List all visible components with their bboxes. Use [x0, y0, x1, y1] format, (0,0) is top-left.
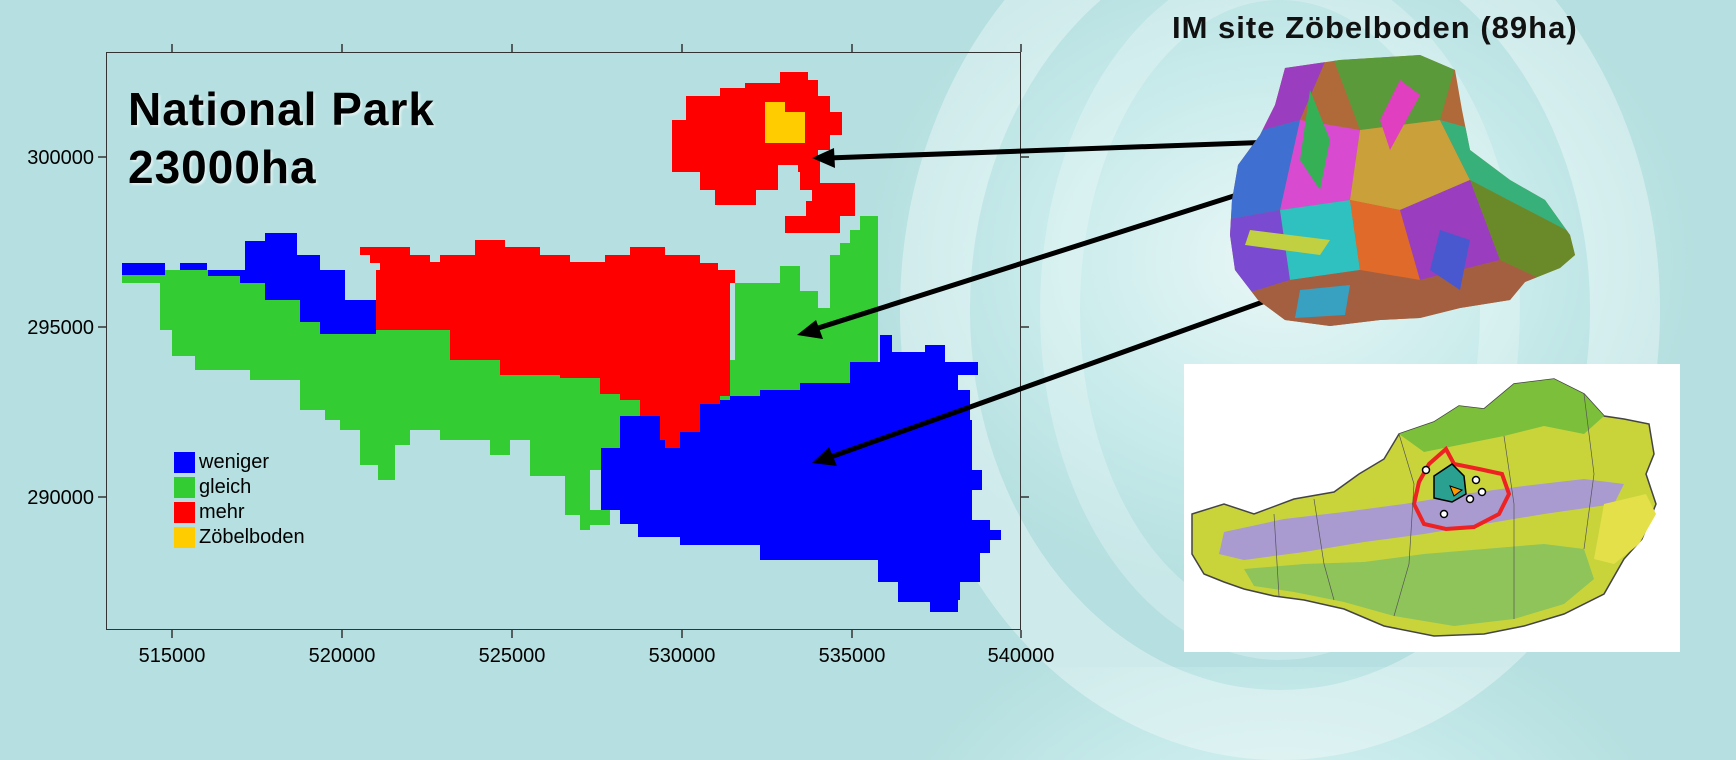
region-weniger-east — [601, 335, 1001, 612]
site-marker — [1471, 475, 1481, 485]
tick-labels: 515000 520000 525000 530000 535000 54000… — [27, 147, 1054, 667]
austria-green-south — [1244, 544, 1594, 626]
x-tick-label: 525000 — [479, 645, 546, 667]
legend-label: weniger — [199, 451, 270, 473]
arrow-head-2 — [797, 320, 823, 339]
axis-ticks — [98, 44, 1029, 638]
region-weniger — [122, 233, 1001, 612]
site-marker — [1477, 487, 1487, 497]
y-tick-label: 300000 — [27, 147, 94, 169]
region-gleich-mid — [690, 216, 878, 416]
region-zoebelboden — [765, 102, 805, 143]
region-gleich — [122, 216, 878, 530]
x-tick-label: 515000 — [139, 645, 206, 667]
austria-green-north — [1399, 379, 1604, 452]
legend-label: gleich — [199, 476, 252, 498]
legend-item: gleich — [174, 475, 305, 500]
y-tick-label: 295000 — [27, 317, 94, 339]
legend: weniger gleich mehr Zöbelboden — [174, 450, 305, 550]
map-plot-frame — [106, 52, 1021, 630]
austria-inset-map — [1184, 364, 1680, 652]
legend-item: mehr — [174, 500, 305, 525]
map-canvas: 515000 520000 525000 530000 535000 54000… — [27, 44, 1575, 667]
title-line-2: 23000ha — [128, 141, 317, 193]
x-tick-label: 520000 — [309, 645, 376, 667]
im-site-title: IM site Zöbelboden (89ha) — [1172, 10, 1578, 45]
national-park-title: National Park 23000ha — [128, 80, 435, 196]
region-gleich-west — [122, 270, 640, 530]
legend-swatch-mehr — [174, 502, 195, 523]
x-tick-label: 535000 — [819, 645, 886, 667]
arrow-head-1 — [812, 148, 835, 168]
legend-swatch-weniger — [174, 452, 195, 473]
title-line-1: National Park — [128, 83, 435, 135]
im-site-catchment — [1230, 55, 1575, 326]
arrow-head-3 — [812, 447, 837, 466]
legend-item: Zöbelboden — [174, 525, 305, 550]
zoebelboden-marker — [1449, 485, 1464, 497]
legend-item: weniger — [174, 450, 305, 475]
region-weniger-west — [122, 233, 376, 334]
region-mehr — [357, 72, 855, 448]
region-mehr-north — [672, 72, 855, 233]
legend-label: Zöbelboden — [199, 526, 305, 548]
austria-yellow-east — [1594, 494, 1656, 564]
x-tick-label: 540000 — [988, 645, 1055, 667]
site-marker — [1421, 465, 1431, 475]
national-park-outline — [1411, 445, 1512, 532]
arrow-heads — [797, 148, 837, 466]
state-borders — [1273, 393, 1595, 619]
x-tick-label: 530000 — [649, 645, 716, 667]
legend-swatch-gleich — [174, 477, 195, 498]
legend-label: mehr — [199, 501, 245, 523]
austria-map-svg — [1191, 378, 1657, 637]
site-marker — [1439, 509, 1449, 519]
y-tick-label: 290000 — [27, 487, 94, 509]
site-marker — [1465, 494, 1475, 504]
region-mehr-central — [357, 240, 735, 448]
legend-swatch-zoebelboden — [174, 527, 195, 548]
